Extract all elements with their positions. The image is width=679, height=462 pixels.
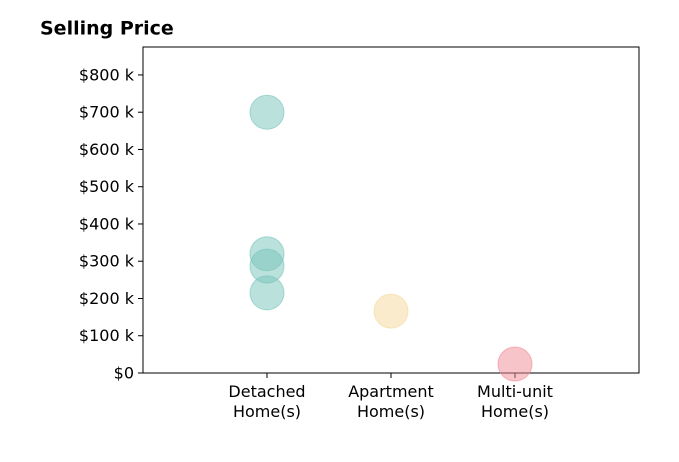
chart-title: Selling Price <box>40 18 174 40</box>
y-tick-label: $100 k <box>79 326 135 345</box>
y-tick-label: $500 k <box>79 177 135 196</box>
y-tick-label: $0 <box>114 364 134 383</box>
y-tick-label: $600 k <box>79 140 135 159</box>
y-tick-label: $400 k <box>79 214 135 233</box>
x-tick-label: Multi-unit Home(s) <box>477 382 553 421</box>
point <box>497 346 533 382</box>
y-tick-label: $700 k <box>79 103 135 122</box>
point <box>373 293 409 329</box>
y-tick-label: $200 k <box>79 289 135 308</box>
y-tick-label: $300 k <box>79 252 135 271</box>
y-tick-label: $800 k <box>79 65 135 84</box>
point <box>249 275 285 311</box>
point <box>249 94 285 130</box>
x-tick-label: Apartment Home(s) <box>348 382 434 421</box>
x-tick-label: Detached Home(s) <box>228 382 306 421</box>
